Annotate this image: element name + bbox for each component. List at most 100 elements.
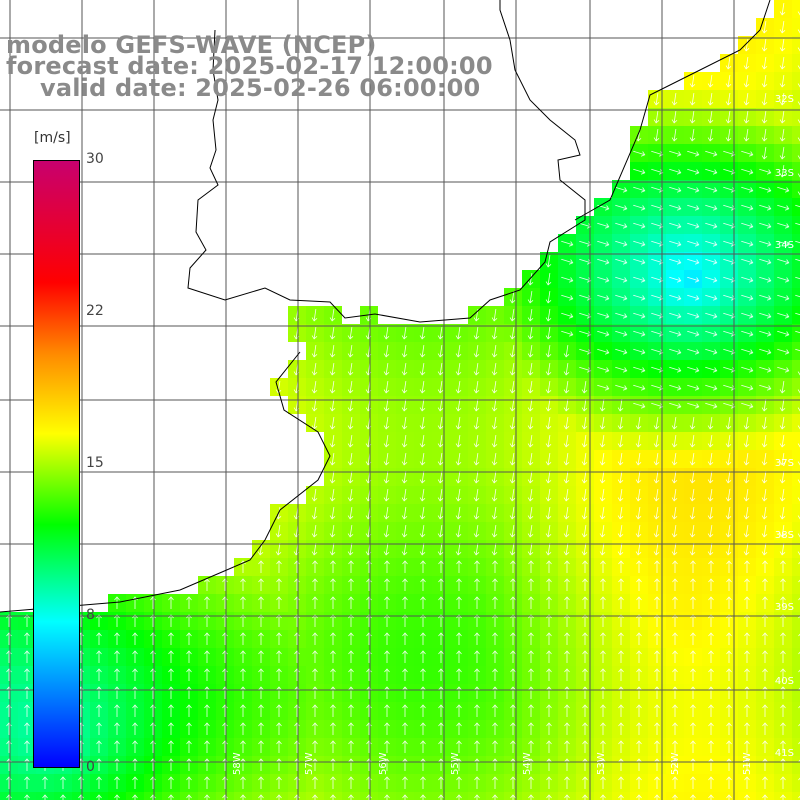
wind-arrow xyxy=(597,240,610,247)
wind-arrow xyxy=(456,596,462,609)
wind-arrow xyxy=(383,471,390,484)
wind-arrow xyxy=(402,614,408,627)
wind-arrow xyxy=(455,345,462,358)
wind-arrow xyxy=(366,776,372,789)
wind-arrow xyxy=(651,222,664,229)
colorbar-tick-30: 30 xyxy=(86,151,104,167)
wind-arrow xyxy=(437,435,444,448)
wind-arrow xyxy=(312,578,318,591)
wind-arrow xyxy=(779,111,786,124)
wind-arrow xyxy=(168,776,174,789)
wind-arrow xyxy=(708,758,714,771)
wind-arrow xyxy=(492,632,498,645)
wind-arrow xyxy=(527,309,534,322)
wind-arrow xyxy=(795,348,800,352)
wind-arrow xyxy=(150,794,156,800)
wind-arrow xyxy=(420,596,426,609)
wind-arrow xyxy=(474,722,480,735)
wind-arrow xyxy=(615,240,628,247)
wind-arrow xyxy=(420,776,426,789)
wind-arrow xyxy=(510,668,516,681)
wind-arrow xyxy=(743,525,750,538)
wind-arrow xyxy=(762,776,768,789)
wind-arrow xyxy=(741,312,754,319)
wind-arrow xyxy=(707,525,714,538)
wind-arrow xyxy=(780,704,786,717)
wind-arrow xyxy=(366,632,372,645)
wind-arrow xyxy=(672,740,678,753)
wind-arrow xyxy=(24,614,30,627)
wind-arrow xyxy=(672,668,678,681)
wind-arrow xyxy=(348,794,354,800)
wind-arrow xyxy=(509,399,516,412)
wind-arrow xyxy=(114,686,120,699)
wind-arrow xyxy=(780,596,786,609)
wind-arrow xyxy=(474,650,480,663)
wind-arrow xyxy=(330,704,336,717)
wind-arrow xyxy=(527,327,534,340)
wind-arrow xyxy=(743,129,750,142)
wind-arrow xyxy=(437,345,444,358)
wind-arrow xyxy=(527,435,534,448)
wind-arrow xyxy=(186,668,192,681)
wind-arrow xyxy=(546,614,552,627)
wind-arrow xyxy=(582,668,588,681)
wind-arrow xyxy=(222,578,228,591)
wind-arrow xyxy=(438,596,444,609)
wind-arrow xyxy=(744,686,750,699)
wind-arrow xyxy=(402,596,408,609)
wind-arrow xyxy=(24,794,30,800)
wind-arrow xyxy=(635,417,642,430)
wind-arrow xyxy=(491,345,498,358)
wind-arrow xyxy=(186,632,192,645)
wind-arrow xyxy=(599,525,606,538)
wind-arrow xyxy=(294,704,300,717)
wind-arrow xyxy=(561,258,574,265)
wind-arrow xyxy=(60,776,66,789)
wind-arrow xyxy=(617,399,624,412)
wind-arrow xyxy=(579,348,592,355)
wind-arrow xyxy=(384,650,390,663)
wind-arrow xyxy=(419,363,426,376)
wind-arrow xyxy=(741,384,754,391)
wind-arrow xyxy=(276,686,282,699)
wind-arrow xyxy=(687,330,700,337)
wind-arrow xyxy=(563,507,570,520)
wind-arrow xyxy=(687,402,700,409)
wind-arrow xyxy=(402,560,408,573)
wind-arrow xyxy=(347,453,354,466)
wind-arrow xyxy=(545,309,552,322)
wind-arrow xyxy=(687,168,700,175)
wind-arrow xyxy=(780,794,786,800)
wind-arrow xyxy=(669,240,682,247)
wind-arrow xyxy=(186,614,192,627)
wind-arrow xyxy=(366,740,372,753)
wind-arrow xyxy=(797,533,800,538)
wind-arrow xyxy=(761,93,768,106)
wind-arrow xyxy=(383,399,390,412)
wind-arrow xyxy=(473,453,480,466)
wind-arrow xyxy=(186,686,192,699)
wind-arrow xyxy=(743,417,750,430)
wind-arrow xyxy=(294,686,300,699)
wind-arrow xyxy=(600,578,606,591)
wind-arrow xyxy=(651,204,664,211)
wind-arrow xyxy=(708,740,714,753)
wind-arrow xyxy=(347,417,354,430)
wind-arrow xyxy=(240,722,246,735)
wind-arrow xyxy=(705,294,718,301)
wind-arrow xyxy=(258,614,264,627)
wind-arrow xyxy=(761,435,768,448)
wind-arrow xyxy=(617,525,624,538)
wind-arrow xyxy=(723,258,736,265)
wind-arrow xyxy=(759,168,772,175)
wind-arrow xyxy=(581,381,588,394)
field-cell xyxy=(792,360,800,378)
wind-arrow xyxy=(6,686,12,699)
wind-arrow xyxy=(689,129,696,142)
wind-arrow xyxy=(672,578,678,591)
wind-arrow xyxy=(168,794,174,800)
colorbar-unit: [m/s] xyxy=(34,130,71,146)
wind-arrow xyxy=(347,399,354,412)
